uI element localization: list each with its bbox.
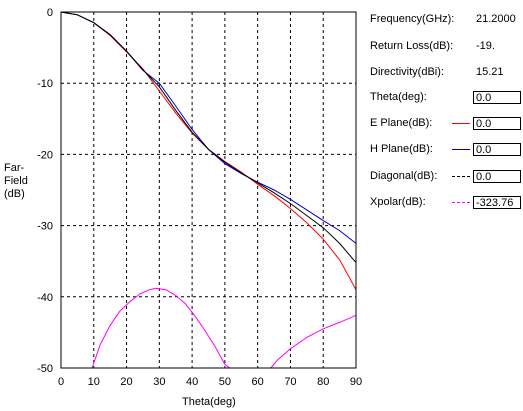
diagonal-value-box: 0.0 bbox=[473, 170, 521, 183]
x-tick-label: 60 bbox=[252, 376, 264, 388]
x-tick-label: 40 bbox=[186, 376, 198, 388]
x-tick-label: 10 bbox=[88, 376, 100, 388]
e-plane-legend-line bbox=[452, 123, 470, 124]
y-axis-label: Far- Field (dB) bbox=[4, 162, 28, 201]
xpolar-value-box: -323.76 bbox=[473, 196, 521, 209]
series-lines bbox=[60, 11, 357, 369]
x-tick-label: 70 bbox=[284, 376, 296, 388]
e-plane-value-box: 0.0 bbox=[473, 117, 521, 130]
diagonal-label: Diagonal(dB): bbox=[370, 170, 438, 182]
x-tick-label: 90 bbox=[350, 376, 362, 388]
series-line-h-plane-db bbox=[60, 11, 357, 244]
frequency-value: 21.2000 bbox=[476, 13, 516, 25]
y-axis-label-line-3: (dB) bbox=[4, 188, 25, 200]
diagonal-legend-line bbox=[452, 176, 470, 177]
series-line-xpolar-db bbox=[91, 287, 231, 369]
y-tick-label: -10 bbox=[37, 78, 53, 90]
x-axis-label: Theta(deg) bbox=[182, 396, 236, 408]
series-line-xpolar-db bbox=[270, 314, 357, 369]
x-tick-label: 30 bbox=[153, 376, 165, 388]
grid-lines bbox=[61, 12, 356, 368]
frequency-label: Frequency(GHz): bbox=[370, 13, 455, 25]
y-tick-label: -50 bbox=[37, 363, 53, 375]
directivity-value: 15.21 bbox=[476, 66, 504, 78]
x-tick-label: 50 bbox=[219, 376, 231, 388]
y-tick-label: -30 bbox=[37, 221, 53, 233]
theta-label: Theta(deg): bbox=[370, 91, 427, 103]
directivity-label: Directivity(dBi): bbox=[370, 66, 444, 78]
y-tick-label: -20 bbox=[37, 149, 53, 161]
xpolar-label: Xpolar(dB): bbox=[370, 196, 426, 208]
xpolar-legend-line bbox=[452, 202, 470, 203]
y-axis-label-line-2: Field bbox=[4, 175, 28, 187]
e-plane-label: E Plane(dB): bbox=[370, 117, 433, 129]
series-line-e-plane-db bbox=[60, 11, 357, 290]
series-line-diagonal-db bbox=[60, 11, 357, 263]
y-tick-label: 0 bbox=[47, 7, 53, 19]
return-loss-label: Return Loss(dB): bbox=[370, 40, 454, 52]
h-plane-label: H Plane(dB): bbox=[370, 143, 433, 155]
h-plane-value-box: 0.0 bbox=[473, 143, 521, 156]
h-plane-legend-line bbox=[452, 149, 470, 150]
plot-frame bbox=[60, 11, 357, 369]
x-tick-label: 20 bbox=[120, 376, 132, 388]
y-axis-label-line-1: Far- bbox=[4, 162, 25, 174]
y-tick-label: -40 bbox=[37, 292, 53, 304]
tick-labels: 0 10 20 30 40 50 60 70 80 90 0 -10 -20 -30 -40 -50 bbox=[37, 7, 362, 388]
x-tick-label: 0 bbox=[58, 376, 64, 388]
theta-value-box: 0.0 bbox=[473, 91, 521, 104]
return-loss-value: -19. bbox=[476, 40, 495, 52]
x-tick-label: 80 bbox=[317, 376, 329, 388]
